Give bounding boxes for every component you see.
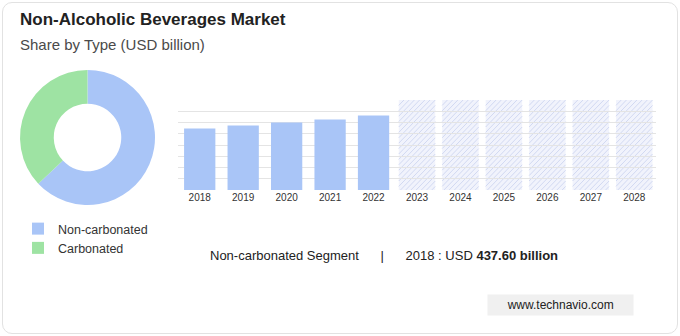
svg-text:2021: 2021 (319, 192, 342, 203)
svg-text:Share by Type (USD billion): Share by Type (USD billion) (20, 36, 205, 53)
svg-text:2019: 2019 (232, 192, 255, 203)
svg-text:www.technavio.com: www.technavio.com (491, 298, 630, 312)
svg-text:2022: 2022 (362, 192, 385, 203)
svg-text:2028: 2028 (623, 192, 646, 203)
svg-text:2023: 2023 (406, 192, 429, 203)
svg-text:Non-carbonated: Non-carbonated (58, 223, 148, 237)
svg-text:Carbonated: Carbonated (58, 242, 123, 256)
svg-text:Non-carbonated Segment |: Non-carbonated Segment | 2018 : USD 437.… (210, 248, 558, 263)
svg-text:2020: 2020 (276, 192, 299, 203)
svg-text:2025: 2025 (493, 192, 516, 203)
svg-text:Non-Alcoholic Beverages Market: Non-Alcoholic Beverages Market (20, 10, 286, 29)
svg-text:2024: 2024 (449, 192, 472, 203)
svg-text:2027: 2027 (580, 192, 603, 203)
svg-text:2018: 2018 (189, 192, 212, 203)
svg-text:2026: 2026 (536, 192, 559, 203)
